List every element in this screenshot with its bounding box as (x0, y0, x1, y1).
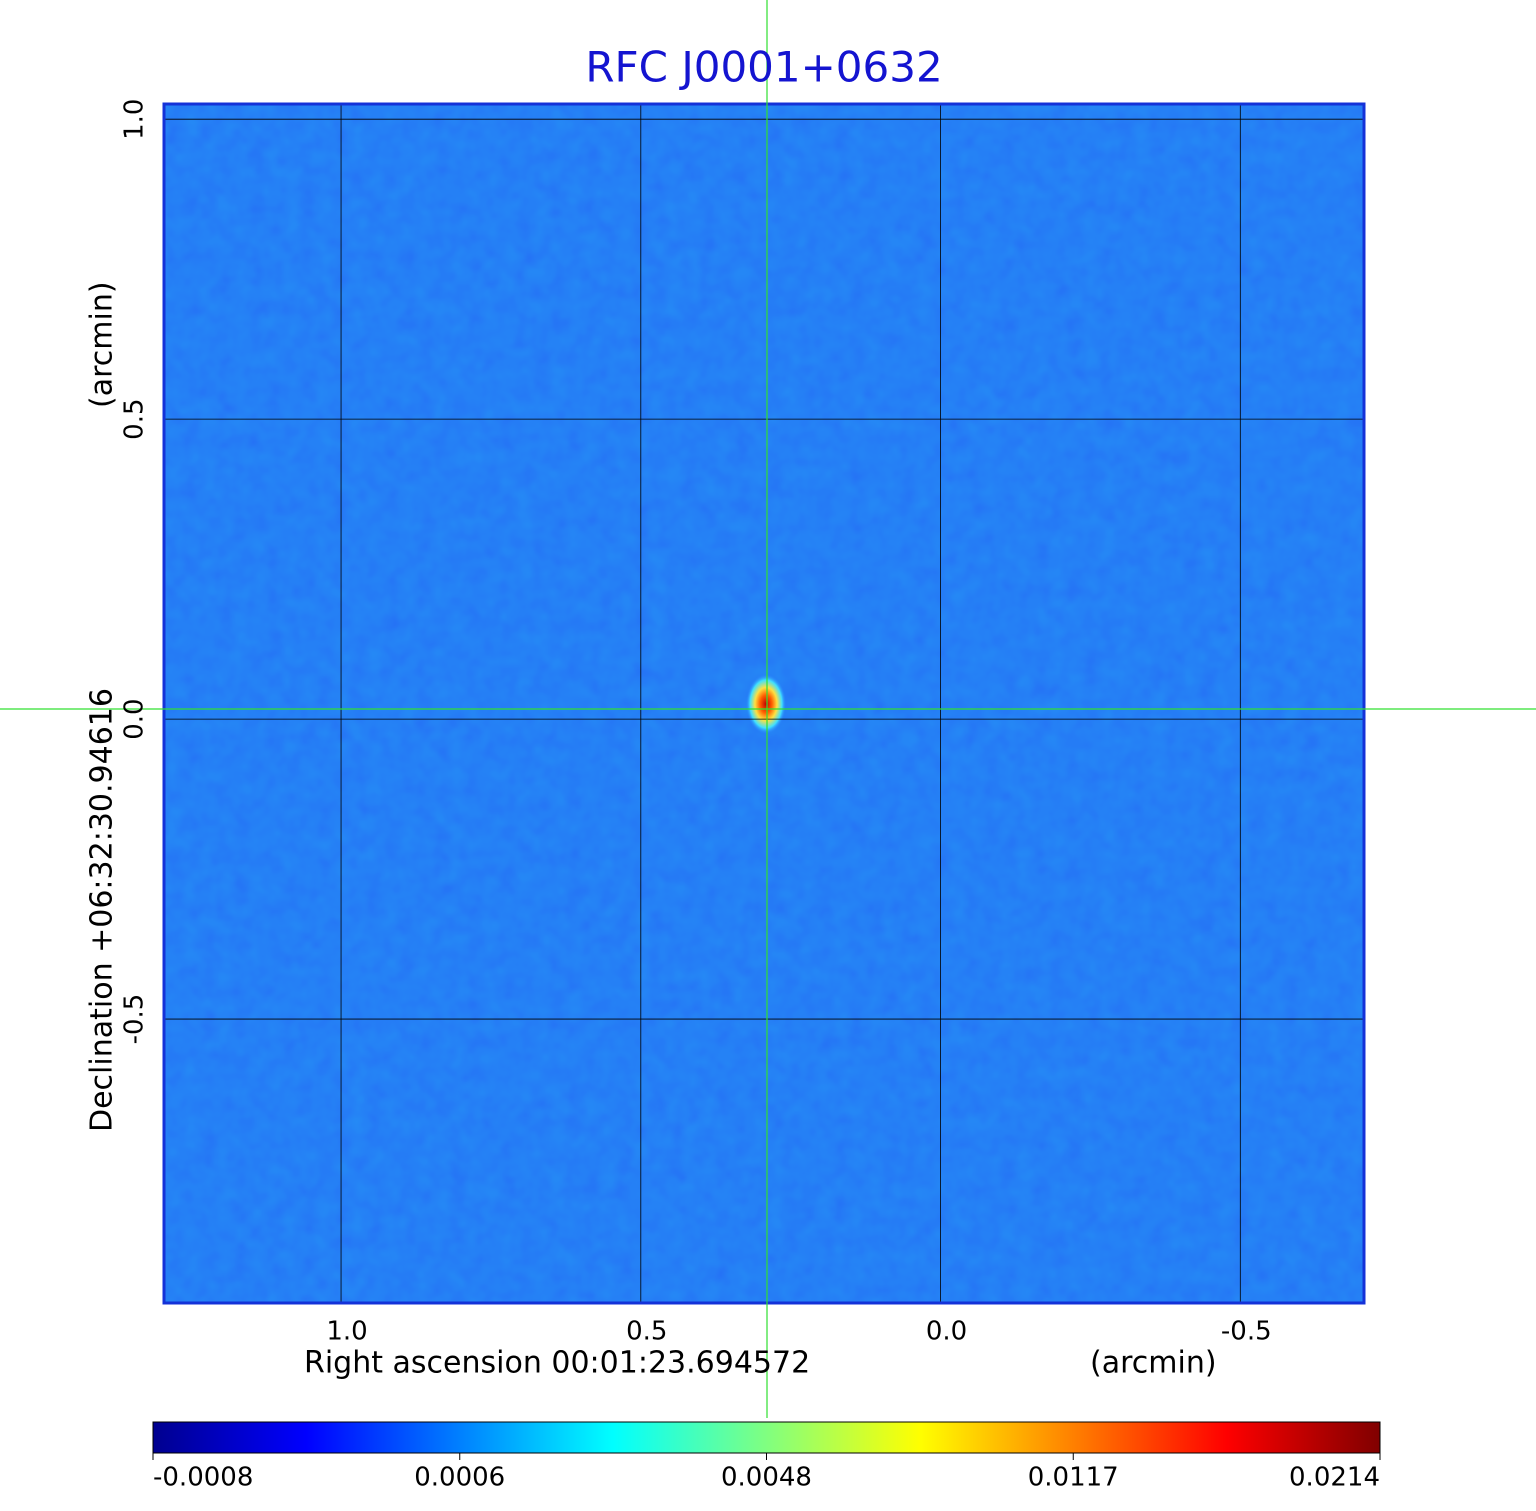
x-axis-label: Right ascension 00:01:23.694572 (304, 1346, 810, 1381)
x-tick-label: 1.0 (326, 1317, 367, 1347)
x-tick-label: 0.5 (626, 1317, 667, 1347)
frame (162, 102, 1366, 1305)
y-tick-label: 0.5 (120, 398, 150, 439)
source (746, 674, 786, 734)
y-tick-label: 0.0 (120, 698, 150, 739)
y-axis-label: Declination +06:32:30.94616 (85, 688, 120, 1132)
colorbar-tick-label: 0.0048 (721, 1463, 812, 1493)
colorbar-tick-label: 0.0214 (1289, 1463, 1380, 1493)
colorbar-tick-label: 0.0006 (414, 1463, 505, 1493)
x-tick-label: -0.5 (1221, 1317, 1272, 1347)
y-axis-unit: (arcmin) (85, 281, 120, 408)
colorbar (152, 1421, 1381, 1454)
y-tick-label: -0.5 (120, 994, 150, 1045)
chart-title: RFC J0001+0632 (585, 43, 942, 92)
colorbar-tick-label: 0.0117 (1028, 1463, 1119, 1493)
y-tick-label: 1.0 (120, 99, 150, 140)
colorbar-tick-label: -0.0008 (153, 1463, 253, 1493)
x-axis-unit: (arcmin) (1090, 1346, 1217, 1381)
x-tick-label: 0.0 (926, 1317, 967, 1347)
